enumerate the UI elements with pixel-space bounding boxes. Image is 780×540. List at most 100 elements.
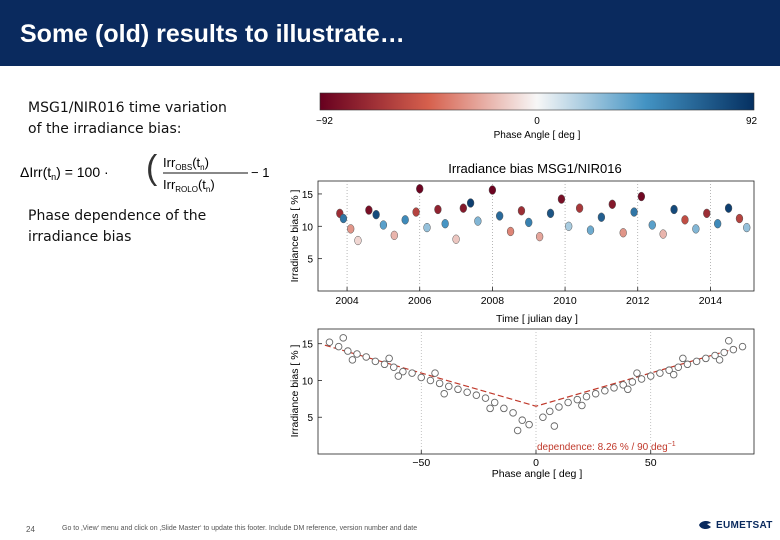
chart2-point (628, 378, 637, 386)
chart1-point (735, 213, 744, 224)
chart1-point (496, 211, 504, 221)
chart2-point (601, 387, 609, 395)
chart2-point (380, 360, 389, 369)
svg-text:(: ( (146, 149, 158, 187)
chart2-point (394, 372, 403, 380)
chart1-point (608, 199, 616, 209)
chart1-ytick-label: 10 (302, 222, 314, 233)
chart1-xtick-label: 2008 (481, 295, 505, 307)
chart1-point (670, 204, 678, 215)
chart1-point (488, 185, 497, 195)
chart2-point (445, 382, 453, 391)
chart2-point (582, 392, 591, 401)
chart2-ytick-label: 15 (302, 340, 314, 351)
chart1-point (724, 203, 733, 213)
chart2-point (490, 398, 499, 407)
chart1-xtick-label: 2006 (408, 295, 432, 307)
chart1-ytick-label: 15 (302, 190, 314, 201)
chart1-xtick-label: 2012 (626, 295, 650, 307)
phase-dependence-line1: Phase dependence of the (28, 208, 207, 224)
chart2-point (440, 389, 448, 398)
chart2-point (539, 413, 547, 421)
chart1-point (336, 208, 344, 219)
chart2-ytick-label: 5 (307, 413, 313, 424)
chart2-point (555, 403, 563, 411)
chart1-xtick-label: 2004 (335, 295, 359, 307)
chart2-point (720, 348, 728, 357)
chart2-point (637, 375, 646, 383)
chart2-point (518, 416, 526, 424)
chart1-point (557, 194, 566, 204)
chart2-point (348, 356, 357, 364)
chart2-point (729, 345, 738, 354)
chart2-point (431, 369, 439, 377)
phase-dependence-line2: irradiance bias (28, 229, 132, 245)
eumetsat-logo-icon (699, 520, 711, 530)
chart1-point (575, 203, 584, 213)
slide-title: Some (old) results to illustrate… (20, 20, 405, 48)
chart2-annotation: dependence: 8.26 % / 90 deg−1 (537, 441, 676, 453)
colorbar-label: Phase Angle [ deg ] (494, 130, 581, 141)
chart2-point (385, 354, 393, 363)
chart1-point (619, 228, 627, 238)
chart2-point (339, 334, 347, 342)
chart2-point (564, 398, 572, 407)
chart2-point (513, 426, 522, 435)
chart2-plot-area (317, 328, 755, 455)
chart2-point (669, 370, 678, 379)
formula-minus-one: − 1 (251, 165, 269, 180)
chart2-point (454, 385, 462, 394)
chart2-point (692, 357, 701, 366)
chart1-point (412, 207, 420, 217)
formula-num-arg-sub: n (200, 163, 204, 172)
chart2-point (509, 409, 517, 417)
chart2-point (738, 342, 747, 351)
chart2-point (656, 369, 664, 377)
chart2-point (463, 388, 471, 396)
colorbar-tick-zero: 0 (534, 116, 540, 127)
chart1-point (354, 235, 362, 246)
formula-eq: ) = 100 · (56, 164, 109, 180)
chart1-point (441, 219, 449, 229)
chart2-point (619, 381, 627, 389)
chart2-point (610, 384, 618, 392)
chart2-point (725, 337, 733, 345)
chart1-xtick-label: 2014 (699, 295, 723, 307)
footer-text: Go to ‚View‘ menu and click on ‚Slide Ma… (62, 525, 418, 532)
chart2-point (389, 363, 398, 371)
chart1-point (365, 205, 373, 215)
chart1-point (597, 212, 606, 222)
chart2-point (334, 342, 343, 351)
chart1-point (637, 191, 646, 202)
chart2-point (500, 404, 508, 413)
chart1-ylabel: Irradiance bias [ % ] (289, 190, 301, 283)
formula-num-arg: (t (192, 155, 200, 170)
chart2-point (435, 379, 444, 388)
chart1-point (743, 222, 751, 233)
chart2-point (711, 351, 719, 360)
chart1-point (565, 221, 573, 231)
time-variation-text: MSG1/NIR016 time variation of the irradi… (28, 98, 227, 140)
chart1-point (630, 207, 638, 217)
formula-den-arg-sub: n (206, 185, 210, 194)
chart1-point (703, 208, 711, 219)
chart1-xlabel: Time [ julian day ] (496, 313, 578, 325)
chart2-xtick-label: −50 (412, 457, 430, 469)
chart2-xlabel: Phase angle [ deg ] (492, 468, 583, 480)
chart1-point (681, 215, 689, 225)
chart1-point (586, 225, 595, 235)
chart2-point (408, 369, 416, 377)
chart2-point (665, 366, 673, 374)
chart2-point (591, 389, 600, 398)
chart2-ylabel: Irradiance bias [ % ] (289, 345, 301, 438)
chart1-point (692, 224, 700, 234)
page-number: 24 (26, 525, 35, 534)
chart2-point (353, 350, 361, 358)
chart1-point (525, 217, 533, 228)
chart1-point (416, 184, 424, 194)
chart1-point (339, 213, 348, 224)
svg-text:IrrOBS(tn): IrrOBS(tn) (163, 155, 209, 172)
chart2-point (550, 422, 559, 430)
chart2-point (683, 360, 692, 369)
chart2-point (633, 369, 641, 377)
